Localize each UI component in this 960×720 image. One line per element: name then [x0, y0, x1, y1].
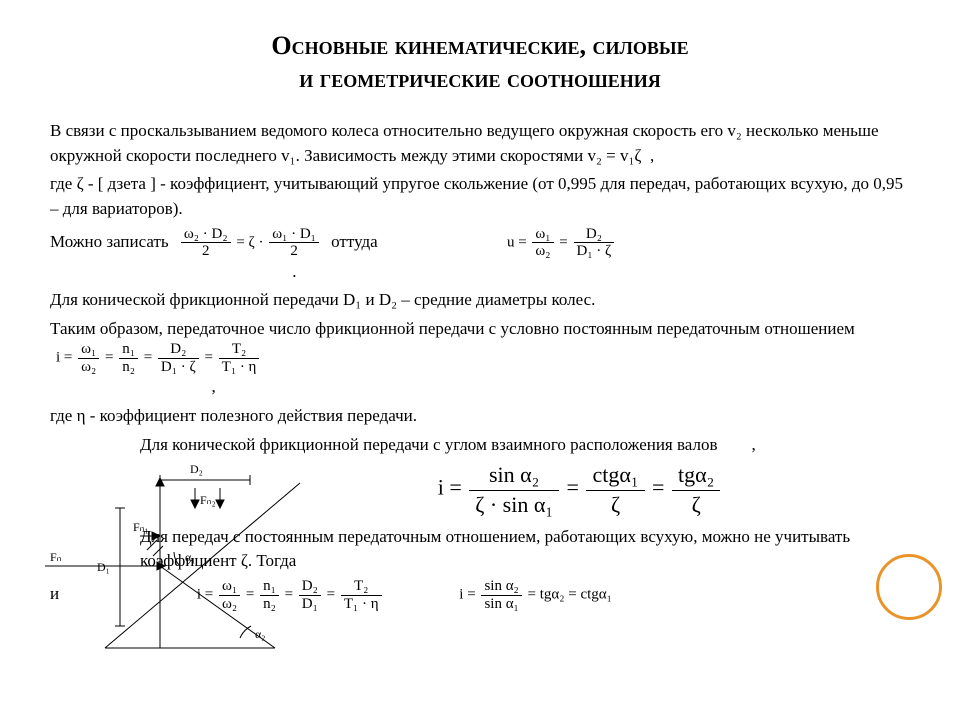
slide-title: Основные кинематические, силовые и геоме… — [50, 30, 910, 95]
f3a-num: ω₁ — [78, 341, 99, 359]
f2-a-den: ω₂ — [532, 243, 553, 260]
f6-pre: i = — [459, 587, 479, 603]
f1-lhs-den: 2 — [181, 243, 231, 260]
para-3: Можно записать ω₂ · D₂2 = ζ · ω₁ · D₁2 о… — [50, 226, 910, 285]
f2-pre: u = — [507, 234, 530, 250]
f4-pre: i = — [438, 475, 468, 500]
diag-label-fn: Fₙ — [50, 550, 62, 564]
title-line-2: и геометрические соотношения — [299, 64, 661, 93]
para-5-row: Таким образом, передаточное число фрикци… — [50, 317, 910, 400]
f5d-den: T₁ · η — [341, 596, 382, 613]
f6a-num: sin α₂ — [481, 578, 521, 596]
f3-pre: i = — [56, 350, 76, 366]
cone-diagram: Fₙ D₁ D₂ Fₙ₁ Fₙ₂ α₁ α₂ — [45, 448, 325, 653]
f3a-den: ω₂ — [78, 359, 99, 376]
f5d-num: T₂ — [341, 578, 382, 596]
para-2: где ζ - [ дзета ] - коэффициент, учитыва… — [50, 172, 910, 221]
f3d-num: T₂ — [219, 341, 260, 359]
f3c-den: D₁ · ζ — [158, 359, 199, 376]
f6-post: = tgα₂ = ctgα₁ — [528, 587, 612, 603]
diag-label-d1: D₁ — [97, 560, 110, 574]
f2-b-den: D₁ · ζ — [574, 243, 615, 260]
f2-a-num: ω₁ — [532, 226, 553, 244]
formula-3: i = ω₁ω₂ = n₁n₂ = D₂D₁ · ζ = T₂T₁ · η — [56, 341, 261, 375]
diag-label-a1: α₁ — [185, 550, 195, 564]
diag-label-fn2: Fₙ₂ — [200, 493, 216, 507]
formula-4: i = sin α₂ζ · sin α₁ = ctgα₁ζ = tgα₂ζ — [438, 461, 723, 518]
f4b-num: ctgα₁ — [586, 461, 644, 490]
f3b-den: n₂ — [119, 359, 138, 376]
f4c-den: ζ — [672, 491, 720, 519]
diag-label-fn1: Fₙ₁ — [133, 520, 149, 534]
diag-label-d2: D₂ — [190, 462, 203, 476]
title-line-1: Основные кинематические, силовые — [271, 31, 688, 60]
f3c-num: D₂ — [158, 341, 199, 359]
formula-4-row: i = sin α₂ζ · sin α₁ = ctgα₁ζ = tgα₂ζ — [250, 461, 910, 518]
f4a-num: sin α₂ — [469, 461, 559, 490]
f1-mid: = ζ · — [236, 234, 267, 250]
para-4: Для конической фрикционной передачи D₁ и… — [50, 288, 910, 313]
f1-lhs-num: ω₂ · D₂ — [181, 226, 231, 244]
slide: Основные кинематические, силовые и геоме… — [0, 0, 960, 720]
para-3b: оттуда — [331, 231, 378, 250]
para-1: В связи с проскальзыванием ведомого коле… — [50, 119, 910, 168]
f2-b-num: D₂ — [574, 226, 615, 244]
formula-6: i = sin α₂sin α₁ = tgα₂ = ctgα₁ — [459, 578, 612, 612]
f1-rhs-num: ω₁ · D₁ — [269, 226, 319, 244]
f6a-den: sin α₁ — [481, 596, 521, 613]
diag-label-a2: α₂ — [255, 627, 265, 641]
f4c-num: tgα₂ — [672, 461, 720, 490]
f1-rhs-den: 2 — [269, 243, 319, 260]
f3b-num: n₁ — [119, 341, 138, 359]
f3d-den: T₁ · η — [219, 359, 260, 376]
decorative-circle-icon — [876, 554, 942, 620]
formula-2: u = ω₁ω₂ = D₂D₁ · ζ — [507, 226, 616, 260]
f4a-den: ζ · sin α₁ — [469, 491, 559, 519]
para-3a: Можно записать — [50, 231, 169, 250]
para-5: Таким образом, передаточное число фрикци… — [50, 319, 855, 338]
para-6: где η - коэффициент полезного действия п… — [50, 404, 910, 429]
f4b-den: ζ — [586, 491, 644, 519]
formula-1: ω₂ · D₂2 = ζ · ω₁ · D₁2 — [179, 226, 321, 260]
